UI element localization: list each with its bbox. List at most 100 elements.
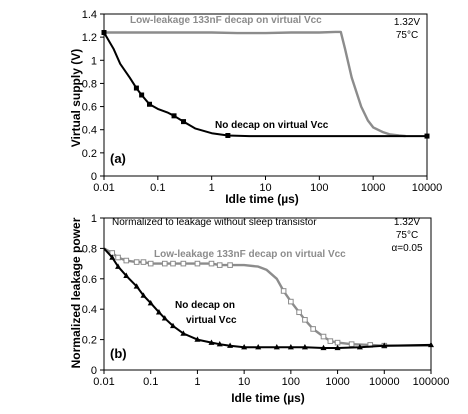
panel-b-series-decap-marker	[296, 309, 302, 316]
panel-b-series-decap-marker	[180, 260, 187, 267]
panel-b-series-decap-marker	[140, 259, 147, 265]
panel-a-condition-voltage: 1.32V	[394, 17, 420, 28]
panel-b-series-no-decap-marker	[170, 322, 177, 329]
panel-b-series-decap-marker	[348, 341, 355, 347]
panel-b-legend-no-decap-line2: virtual Vcc	[186, 315, 237, 326]
panel-b-condition-alpha: α=0.05	[391, 243, 423, 254]
panel-b-series-no-decap-marker	[208, 339, 215, 345]
panel-a-series-no-decap-marker	[181, 119, 187, 125]
panel-a-x-tick-label: 0.1	[150, 182, 165, 194]
panel-b-series-no-decap-marker	[356, 344, 363, 350]
panel-a-series-no-decap-marker	[139, 92, 145, 98]
panel-b-x-tick-label: 100000	[413, 376, 450, 388]
panel-b-series-decap-marker	[327, 338, 334, 344]
panel-b-y-axis-label: Normalized leakage power	[69, 217, 83, 368]
panel-b-series-decap-marker	[302, 317, 308, 323]
panel-b-series-no-decap-marker	[133, 283, 140, 289]
panel-b-y-tick-label: 0.4	[82, 304, 97, 316]
panel-a-series-decap-line	[104, 30, 406, 138]
panel-b-legend-decap: Low-leakage 133nF decap on virtual Vcc	[154, 249, 346, 260]
panel-b-series-decap-marker	[208, 260, 215, 267]
panel-b-series-no-decap-marker	[273, 344, 280, 350]
panel-b-label: (b)	[110, 346, 127, 361]
panel-b-series-no-decap-marker	[155, 309, 162, 315]
panel-b-legend-no-decap-line1: No decap on	[175, 300, 235, 311]
panel-b-series-no-decap-marker	[180, 330, 187, 336]
panel-a-y-tick-label: 0.4	[82, 125, 97, 137]
panel-a-condition-temperature: 75°C	[396, 30, 418, 41]
panel-a-x-tick-label: 1000	[361, 182, 385, 194]
panel-a-series-no-decap-marker	[101, 30, 107, 36]
panel-b-series-decap-marker	[161, 260, 168, 267]
panel-a-x-axis-label: Idle time (µs)	[225, 192, 299, 206]
panel-a-label: (a)	[110, 151, 126, 166]
panel-a-y-tick-label: 0	[91, 171, 97, 183]
panel-b-series-no-decap-marker	[287, 344, 294, 350]
panel-b-y-tick-label: 0.6	[82, 274, 97, 286]
panel-b-series-no-decap-marker	[109, 254, 116, 260]
panel-b-series-decap-marker	[334, 339, 341, 346]
panel-b-y-tick-label: 0.8	[82, 243, 97, 255]
panel-b-condition-voltage: 1.32V	[394, 217, 420, 228]
panel-b-x-tick-label: 0.01	[93, 376, 114, 388]
panel-b-series-decap-marker	[123, 257, 130, 264]
panel-a-y-tick-label: 0.2	[82, 148, 97, 160]
panel-b-x-tick-label: 0.1	[143, 376, 158, 388]
panel-b-x-axis-label: Idle time (µs)	[231, 391, 305, 405]
panel-b-series-decap-marker	[216, 262, 223, 268]
panel-b-series-no-decap-marker	[320, 344, 327, 351]
panel-b-series-decap-marker	[320, 333, 327, 340]
panel-b-series-decap-marker	[147, 260, 154, 267]
panel-b-series-decap-marker	[133, 259, 140, 265]
panel-b-x-tick-label: 10000	[369, 376, 400, 388]
panel-a-series-no-decap-marker	[424, 133, 430, 139]
panel-b-series-no-decap-marker	[123, 272, 130, 278]
panel-a-plot-area: 0 0.2 0.4 0.6 0.8 1 1.2 1.4 0.01 0.1 1 10 100 1000 100…	[82, 9, 443, 194]
panel-a-x-tick-label: 10	[259, 182, 271, 194]
panel-b-x-tick-label: 100	[282, 376, 300, 388]
panel-b-series-decap-marker	[310, 326, 316, 332]
panel-a-series-no-decap-marker	[225, 133, 231, 138]
panel-b-y-tick-label: 1	[91, 213, 97, 225]
panel-b-x-tick-label: 10	[238, 376, 250, 388]
panel-b-normalized-leakage: 0 0.2 0.4 0.6 0.8 1 0.01 0.1 1 10 100 1000 10000 1000…	[69, 213, 449, 405]
panel-a-series-no-decap-marker	[171, 113, 177, 119]
panel-b-series-decap-marker	[227, 262, 233, 268]
panel-b-plot-area: 0 0.2 0.4 0.6 0.8 1 0.01 0.1 1 10 100 1000 10000 1000…	[82, 213, 450, 388]
panel-a-x-tick-label: 100	[310, 182, 328, 194]
panel-a-series-no-decap-marker	[146, 101, 152, 107]
panel-a-x-tick-label: 1	[209, 182, 215, 194]
panel-b-series-no-decap-marker	[255, 344, 262, 350]
panel-b-y-tick-label: 0.2	[82, 335, 97, 347]
panel-b-series-no-decap-marker	[241, 344, 248, 350]
panel-b-series-no-decap-marker	[227, 342, 234, 348]
panel-b-y-tick-label: 0	[91, 365, 97, 377]
panel-b-x-tick-label: 1	[194, 376, 200, 388]
panel-a-y-axis-label: Virtual supply (V)	[69, 49, 83, 147]
panel-a-legend-no-decap: No decap on virtual Vcc	[215, 120, 329, 131]
panel-a-y-tick-label: 1.4	[82, 9, 97, 21]
panel-b-x-tick-label: 1000	[325, 376, 349, 388]
panel-a-x-tick-label: 10000	[412, 182, 443, 194]
panel-b-series-no-decap-marker	[428, 341, 434, 348]
panel-b-series-no-decap-marker	[381, 342, 388, 348]
panel-b-series-decap-marker	[115, 254, 121, 261]
panel-b-series-no-decap-marker	[161, 315, 168, 321]
panel-a-frame	[103, 13, 428, 177]
panel-a-y-tick-label: 0.8	[82, 78, 97, 90]
panel-b-annotation: Normalized to leakage without sleep tran…	[112, 217, 317, 228]
panel-b-series-no-decap-marker	[301, 344, 308, 350]
panel-b-series-decap-marker	[288, 298, 294, 305]
panel-a-series-no-decap-marker	[133, 85, 139, 91]
panel-a-y-tick-label: 1.2	[82, 32, 97, 44]
panel-b-frame	[103, 217, 432, 371]
panel-a-virtual-supply: 0 0.2 0.4 0.6 0.8 1 1.2 1.4 0.01 0.1 1 10 100 1000 100…	[69, 9, 442, 206]
panel-b-series-decap-marker	[280, 288, 287, 294]
panel-b-series-decap-marker	[170, 260, 176, 267]
panel-b-series-no-decap-marker	[194, 336, 201, 342]
panel-a-x-tick-label: 0.01	[93, 182, 114, 194]
panel-b-series-no-decap-marker	[115, 263, 122, 269]
panel-a-y-tick-label: 1	[91, 55, 97, 67]
panel-a-legend-decap: Low-leakage 133nF decap on virtual Vcc	[130, 15, 322, 26]
